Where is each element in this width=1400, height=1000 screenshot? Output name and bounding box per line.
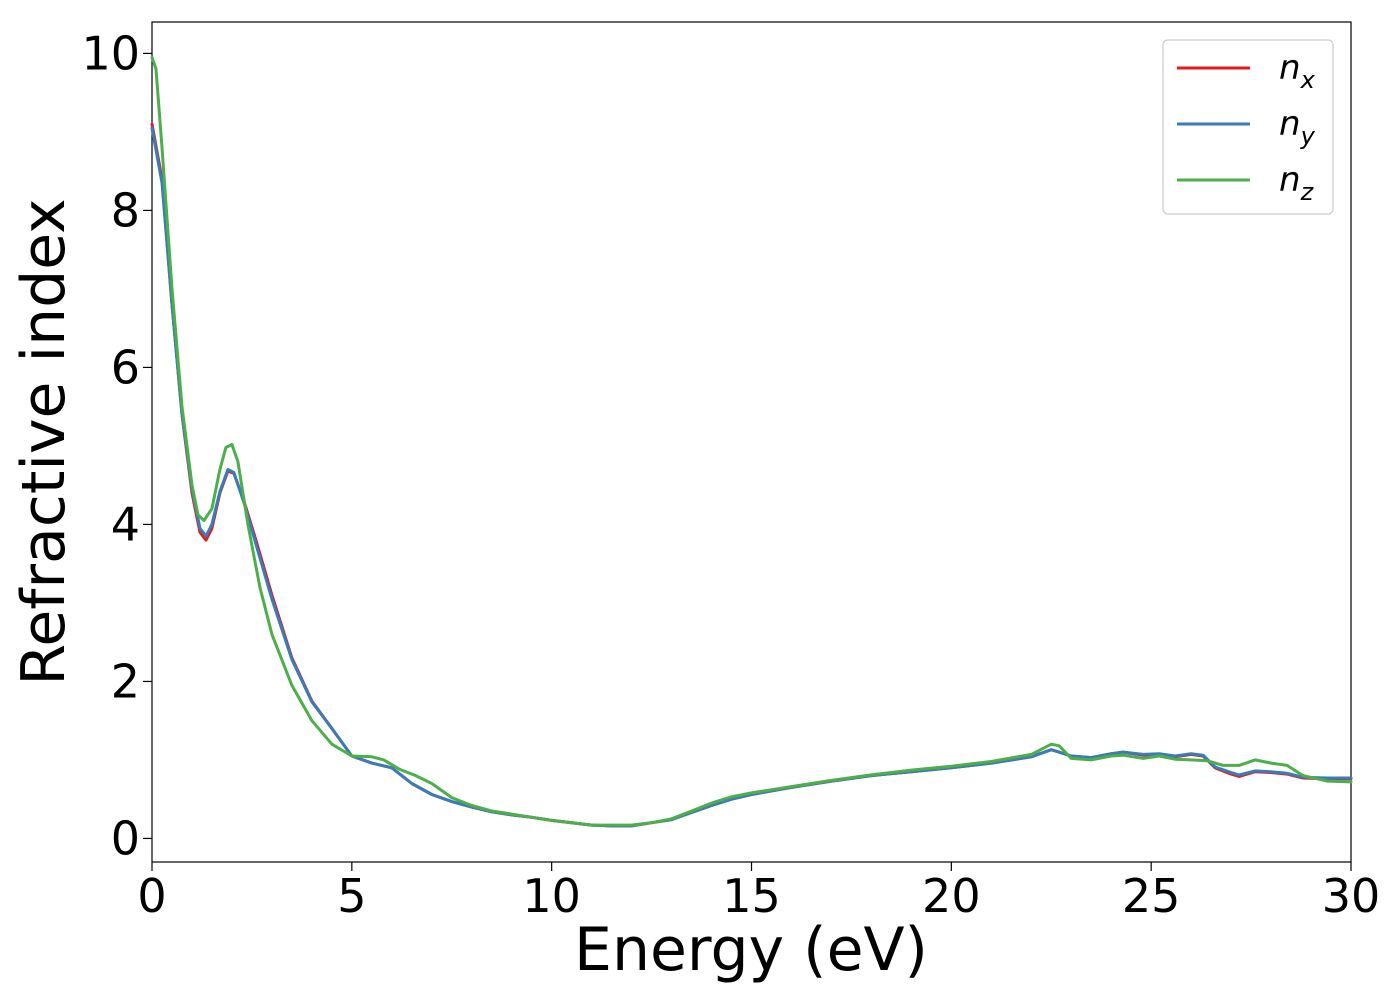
legend-box: [1162, 39, 1334, 215]
legend-label-ny: ny: [1279, 104, 1316, 150]
x-axis-title: Energy (eV): [574, 915, 928, 985]
y-tick-label: 6: [111, 340, 140, 394]
x-axis-ticks: 0 5 10 15 20 25 30: [137, 862, 1380, 923]
x-tick-label: 30: [1322, 869, 1381, 923]
y-tick-label: 4: [111, 497, 140, 551]
y-axis-title: Refractive index: [9, 198, 79, 685]
x-tick-label: 15: [722, 869, 781, 923]
y-tick-label: 10: [81, 26, 140, 80]
y-tick-label: 8: [111, 183, 140, 237]
legend-label-nz: nz: [1279, 160, 1315, 206]
series-layer: [150, 55, 1353, 828]
x-tick-label: 5: [337, 869, 366, 923]
series-line-nz: [150, 55, 1353, 827]
legend: nx ny nz: [1162, 39, 1334, 215]
x-tick-label: 10: [522, 869, 581, 923]
y-tick-label: 2: [111, 654, 140, 708]
x-tick-label: 25: [1122, 869, 1181, 923]
y-tick-label: 0: [111, 811, 140, 865]
y-axis-ticks: 0 2 4 6 8 10: [81, 26, 152, 865]
x-tick-label: 0: [137, 869, 166, 923]
legend-label-nx: nx: [1279, 48, 1316, 94]
x-tick-label: 20: [922, 869, 981, 923]
